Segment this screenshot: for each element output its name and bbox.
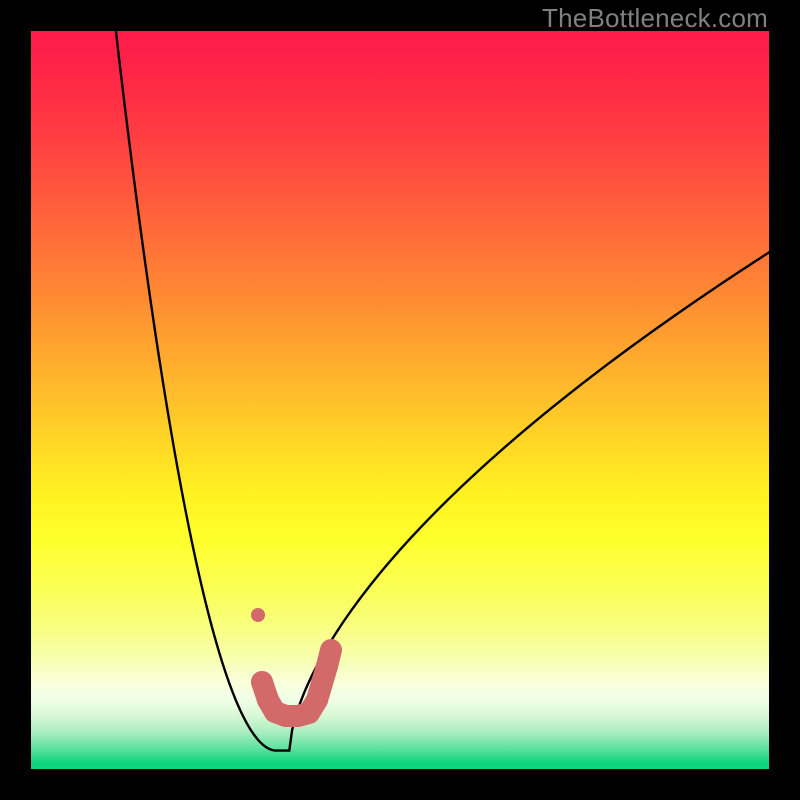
gradient-background xyxy=(31,31,769,769)
plot-svg xyxy=(0,0,800,800)
valley-marker-dot xyxy=(321,640,341,660)
chart-root: TheBottleneck.com xyxy=(0,0,800,800)
lone-marker-dot xyxy=(251,608,265,622)
